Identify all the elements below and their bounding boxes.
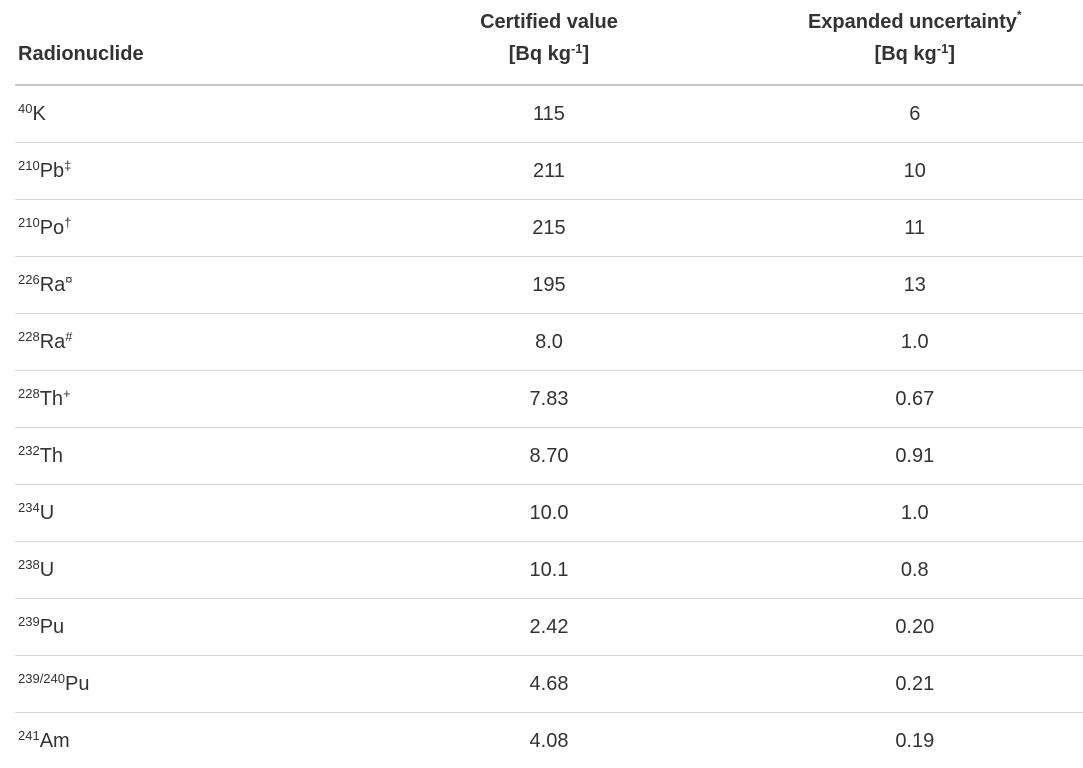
radionuclide-cell: 210Po† bbox=[15, 199, 352, 257]
table-row: 210Po† 215 11 bbox=[15, 199, 1083, 257]
mass-number: 234 bbox=[18, 499, 40, 515]
element-symbol: Th bbox=[39, 387, 64, 410]
footnote-marker: ¤ bbox=[65, 271, 73, 287]
table-row: 241Am 4.08 0.19 bbox=[15, 713, 1083, 768]
uncertainty-value-cell: 0.67 bbox=[746, 370, 1083, 428]
table-row: 226Ra¤ 195 13 bbox=[15, 256, 1083, 314]
uncertainty-value-cell: 11 bbox=[746, 199, 1083, 257]
certified-value-cell: 10.1 bbox=[351, 541, 747, 599]
table-row: 228Ra# 8.0 1.0 bbox=[15, 313, 1083, 371]
radionuclide-cell: 234U bbox=[15, 484, 352, 542]
element-symbol: U bbox=[39, 501, 55, 524]
footnote-marker: # bbox=[65, 328, 73, 344]
element-symbol: K bbox=[32, 102, 46, 125]
mass-number: 40 bbox=[18, 100, 33, 116]
radionuclide-cell: 241Am bbox=[15, 713, 351, 768]
radionuclide-table: Radionuclide Certified value [Bq kg-1] E… bbox=[15, 0, 1083, 768]
radionuclide-cell: 210Pb‡ bbox=[15, 142, 352, 200]
radionuclide-cell: 239/240Pu bbox=[15, 655, 352, 713]
element-symbol: U bbox=[39, 558, 55, 581]
element-symbol: Am bbox=[39, 729, 70, 752]
uncertainty-value-cell: 10 bbox=[746, 142, 1083, 200]
table-row: 228Th+ 7.83 0.67 bbox=[15, 370, 1083, 428]
certified-value-cell: 8.0 bbox=[351, 313, 747, 371]
certified-value-cell: 2.42 bbox=[351, 598, 747, 656]
element-symbol: Po bbox=[39, 216, 65, 239]
uncertainty-value-cell: 0.8 bbox=[746, 541, 1083, 599]
certified-value-cell: 8.70 bbox=[351, 427, 747, 485]
uncertainty-value-cell: 0.91 bbox=[746, 427, 1083, 485]
uncertainty-value-cell: 0.20 bbox=[746, 598, 1083, 656]
asterisk-footnote-marker: * bbox=[1016, 8, 1022, 22]
table-row: 40K 115 6 bbox=[15, 85, 1083, 143]
header-expanded-uncertainty: Expanded uncertainty* [Bq kg-1] bbox=[746, 0, 1083, 86]
table-row: 238U 10.1 0.8 bbox=[15, 541, 1083, 599]
mass-number: 228 bbox=[18, 385, 40, 401]
radionuclide-cell: 238U bbox=[15, 541, 352, 599]
table-row: 239/240Pu 4.68 0.21 bbox=[15, 655, 1083, 713]
mass-number: 228 bbox=[18, 328, 40, 344]
mass-number: 239/240 bbox=[18, 670, 65, 686]
table-row: 232Th 8.70 0.91 bbox=[15, 427, 1083, 485]
table-body: 40K 115 6 210Pb‡ 211 10 210Po† 215 11 22… bbox=[15, 85, 1083, 768]
radionuclide-cell: 239Pu bbox=[15, 598, 352, 656]
footnote-marker: ‡ bbox=[64, 157, 72, 173]
header-radionuclide-label: Radionuclide bbox=[18, 43, 144, 65]
certified-value-cell: 195 bbox=[351, 256, 747, 314]
element-symbol: Pb bbox=[39, 159, 65, 182]
mass-number: 232 bbox=[18, 442, 40, 458]
unit-exponent: -1 bbox=[570, 41, 583, 56]
mass-number: 239 bbox=[18, 613, 40, 629]
certified-value-cell: 10.0 bbox=[351, 484, 747, 542]
header-row: Radionuclide Certified value [Bq kg-1] E… bbox=[15, 0, 1083, 86]
table-row: 239Pu 2.42 0.20 bbox=[15, 598, 1083, 656]
table-header: Radionuclide Certified value [Bq kg-1] E… bbox=[15, 0, 1083, 86]
radionuclide-cell: 228Ra# bbox=[15, 313, 352, 371]
element-symbol: Ra bbox=[39, 330, 66, 353]
header-certified-unit: [Bq kg-1] bbox=[508, 41, 590, 65]
table-row: 234U 10.0 1.0 bbox=[15, 484, 1083, 542]
header-certified-label: Certified value bbox=[480, 11, 618, 33]
header-certified-value: Certified value [Bq kg-1] bbox=[351, 0, 747, 86]
mass-number: 241 bbox=[18, 727, 40, 743]
unit-exponent: -1 bbox=[936, 41, 949, 56]
certified-value-cell: 115 bbox=[351, 85, 747, 143]
table-row: 210Pb‡ 211 10 bbox=[15, 142, 1083, 200]
uncertainty-value-cell: 1.0 bbox=[746, 484, 1083, 542]
radionuclide-cell: 226Ra¤ bbox=[15, 256, 352, 314]
footnote-marker: + bbox=[63, 385, 71, 401]
header-uncertainty-unit: [Bq kg-1] bbox=[874, 41, 955, 65]
mass-number: 210 bbox=[18, 214, 40, 230]
uncertainty-value-cell: 6 bbox=[746, 85, 1083, 143]
uncertainty-value-cell: 1.0 bbox=[746, 313, 1083, 371]
element-symbol: Pu bbox=[65, 672, 90, 695]
element-symbol: Pu bbox=[39, 615, 65, 638]
certified-value-cell: 7.83 bbox=[351, 370, 747, 428]
certified-value-cell: 215 bbox=[351, 199, 747, 257]
radionuclide-cell: 232Th bbox=[15, 427, 352, 485]
uncertainty-value-cell: 0.19 bbox=[895, 729, 935, 752]
radionuclide-cell: 228Th+ bbox=[15, 370, 352, 428]
certified-value-cell: 4.68 bbox=[351, 655, 747, 713]
mass-number: 210 bbox=[18, 157, 40, 173]
certified-value-cell: 4.08 bbox=[529, 729, 569, 752]
header-uncertainty-label: Expanded uncertainty bbox=[807, 11, 1017, 33]
element-symbol: Ra bbox=[39, 273, 66, 296]
uncertainty-value-cell: 0.21 bbox=[746, 655, 1083, 713]
certified-value-cell: 211 bbox=[351, 142, 747, 200]
radionuclide-cell: 40K bbox=[15, 85, 352, 143]
footnote-marker: † bbox=[64, 214, 72, 230]
mass-number: 226 bbox=[18, 271, 40, 287]
uncertainty-value-cell: 13 bbox=[746, 256, 1083, 314]
header-radionuclide: Radionuclide bbox=[15, 0, 352, 86]
mass-number: 238 bbox=[18, 556, 40, 572]
element-symbol: Th bbox=[39, 444, 64, 467]
